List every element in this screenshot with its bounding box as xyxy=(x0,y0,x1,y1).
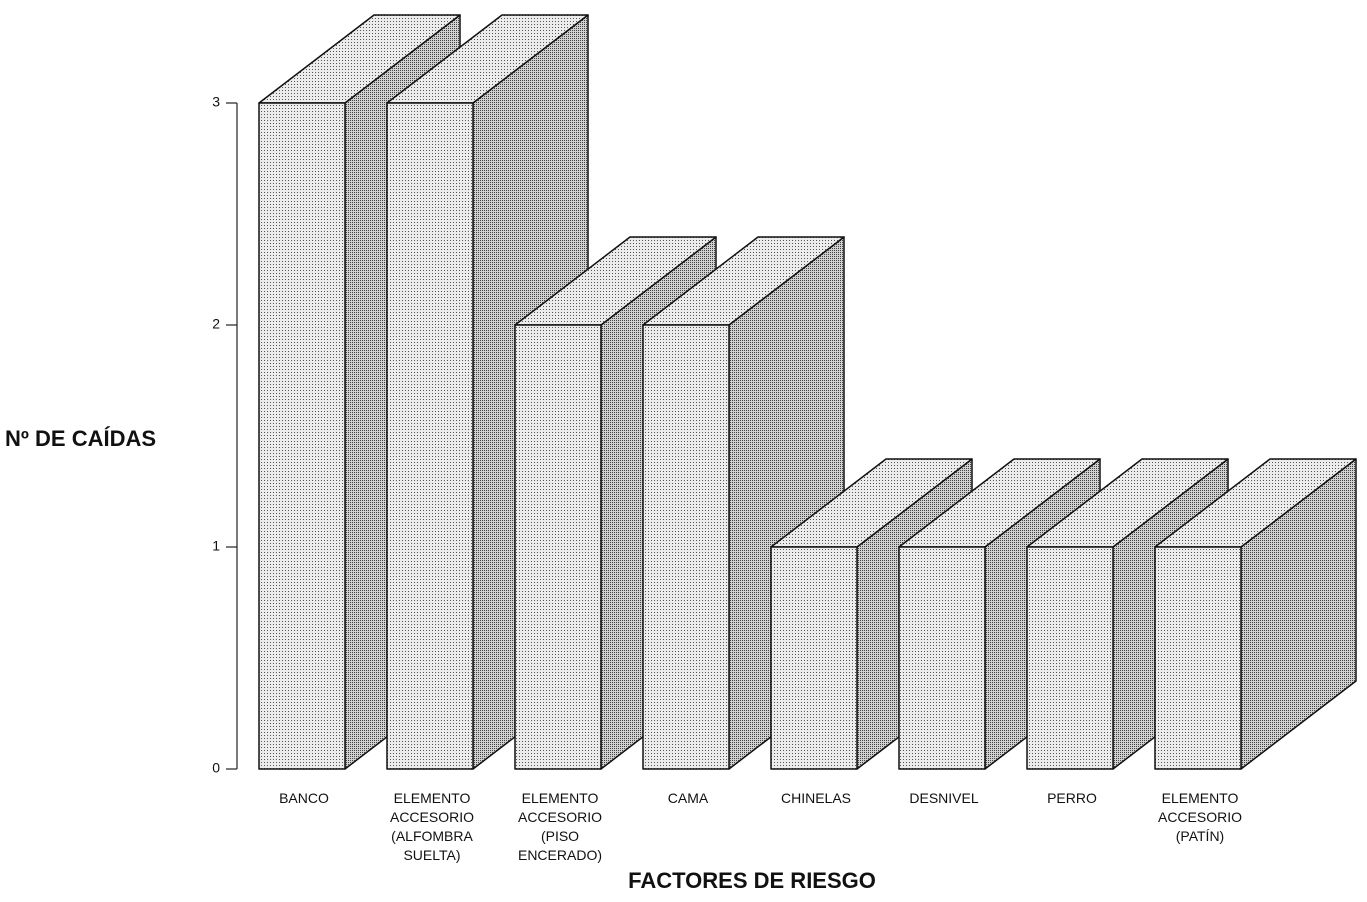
x-axis-title: FACTORES DE RIESGO xyxy=(628,868,876,893)
bar xyxy=(514,324,602,770)
bar xyxy=(1154,546,1242,770)
y-tick-label: 3 xyxy=(212,94,220,110)
x-tick-label: BANCO xyxy=(279,790,329,806)
x-tick-label: CHINELAS xyxy=(781,790,851,806)
y-axis-title: Nº DE CAÍDAS xyxy=(5,426,156,451)
x-tick-label: ELEMENTO ACCESORIO (PATÍN) xyxy=(1158,790,1242,844)
y-tick-label: 0 xyxy=(212,760,220,776)
bar xyxy=(770,546,858,770)
x-tick-label: CAMA xyxy=(668,790,709,806)
bar xyxy=(386,102,474,770)
x-tick-label: ELEMENTO ACCESORIO (PISO ENCERADO) xyxy=(518,790,602,863)
y-tick-label: 2 xyxy=(212,316,220,332)
bar xyxy=(258,102,346,770)
x-tick-label: PERRO xyxy=(1047,790,1097,806)
bar xyxy=(898,546,986,770)
bar xyxy=(1026,546,1114,770)
x-tick-label: DESNIVEL xyxy=(909,790,978,806)
x-tick-label: ELEMENTO ACCESORIO (ALFOMBRA SUELTA) xyxy=(390,790,474,863)
y-tick-label: 1 xyxy=(212,538,220,554)
bar xyxy=(642,324,730,770)
